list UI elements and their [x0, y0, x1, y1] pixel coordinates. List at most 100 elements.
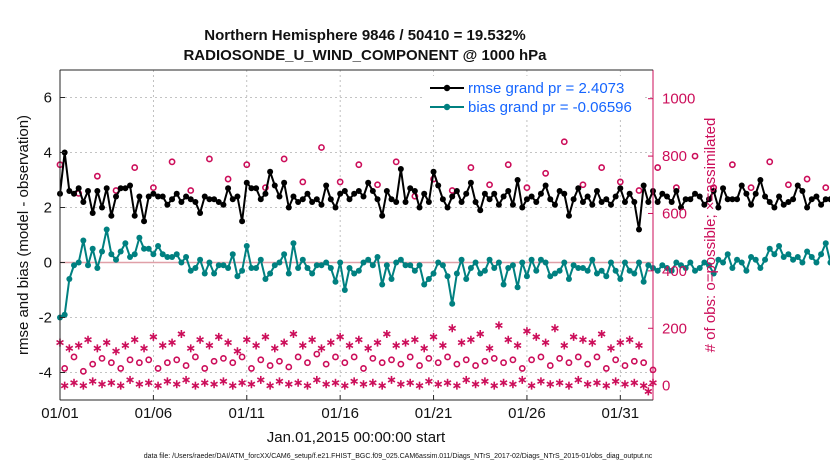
rmse-point [215, 199, 222, 205]
bias-point [281, 251, 288, 258]
rmse-point [575, 185, 582, 192]
bias-point [528, 256, 535, 263]
bias-point [290, 240, 297, 247]
rmse-point [201, 193, 208, 200]
rmse-point [500, 193, 507, 200]
obs-assimilated-point [205, 341, 214, 350]
obs-possible-point [766, 158, 774, 166]
bias-point [486, 256, 493, 263]
obs-possible-point [224, 175, 232, 183]
obs-possible-point [602, 365, 610, 372]
obs-assimilated-point [303, 381, 312, 390]
obs-possible-point [131, 164, 139, 171]
obs-assimilated-point [504, 335, 513, 344]
rmse-point [528, 193, 535, 200]
rmse-point [556, 188, 563, 194]
obs-assimilated-point [98, 380, 106, 389]
asterisk-stroke [163, 378, 172, 385]
rmse-point [472, 199, 479, 205]
obs-possible-point [388, 356, 395, 364]
obs-assimilated-point [65, 344, 74, 353]
asterisk-stroke [256, 377, 265, 383]
asterisk-stroke [579, 337, 587, 343]
obs-possible-point [248, 365, 255, 372]
asterisk-stroke [602, 382, 611, 389]
obs-possible-point [803, 175, 811, 183]
bias-point [659, 262, 666, 269]
asterisk-stroke [224, 339, 232, 346]
bias-point [346, 265, 353, 271]
asterisk-stroke [308, 337, 317, 343]
bias-point [66, 276, 73, 282]
obs-possible-point [785, 181, 792, 189]
obs-possible-point [462, 356, 470, 364]
rmse-point [383, 188, 390, 194]
obs-assimilated-point [116, 381, 125, 390]
bias-point [388, 276, 395, 282]
obs-possible-point [565, 359, 573, 367]
asterisk-stroke [350, 378, 359, 385]
rmse-point [127, 182, 134, 189]
asterisk-stroke [326, 339, 335, 346]
asterisk-stroke [574, 377, 583, 383]
asterisk-stroke [317, 345, 326, 352]
rmse-point [346, 196, 353, 203]
obs-possible-point [369, 354, 377, 362]
asterisk-stroke [182, 377, 190, 383]
bias-point [248, 265, 255, 271]
bias-point [477, 270, 484, 277]
obs-assimilated-point [574, 375, 583, 384]
legend-bias-label: bias grand pr = -0.06596 [468, 99, 632, 116]
obs-possible-point [467, 164, 475, 171]
asterisk-stroke [149, 334, 158, 340]
rmse-point [612, 193, 619, 200]
obs-assimilated-point [555, 378, 564, 387]
bias-point [243, 243, 250, 249]
asterisk-stroke [476, 331, 485, 337]
rmse-point [220, 201, 227, 208]
obs-possible-point [276, 357, 283, 365]
obs-assimilated-point [247, 380, 256, 389]
obs-assimilated-point [242, 335, 251, 344]
bias-point [533, 267, 540, 274]
obs-assimilated-point [499, 378, 508, 387]
rmse-point [113, 193, 120, 200]
bias-point [360, 259, 367, 266]
obs-possible-point [107, 359, 115, 367]
obs-possible-point [584, 360, 592, 368]
rmse-point [762, 193, 769, 200]
rmse-point [481, 190, 488, 197]
obs-possible-point [70, 353, 78, 361]
rmse-point [271, 182, 278, 189]
asterisk-stroke [387, 377, 396, 383]
rmse-point [290, 193, 297, 200]
bias-point [635, 259, 642, 266]
asterisk-stroke [228, 382, 237, 389]
bias-point [472, 259, 479, 266]
rmse-point [206, 196, 213, 203]
obs-assimilated-point [331, 378, 340, 387]
asterisk-stroke [499, 380, 508, 386]
obs-possible-point [546, 362, 554, 369]
obs-assimilated-point [611, 377, 620, 386]
obs-assimilated-point [635, 341, 643, 350]
bias-point [89, 245, 96, 252]
asterisk-stroke [406, 380, 415, 386]
obs-assimilated-point [537, 377, 545, 386]
obs-possible-point [691, 152, 699, 160]
bias-point [491, 265, 498, 271]
obs-assimilated-point [434, 380, 443, 389]
rmse-point [734, 196, 741, 203]
rmse-point [103, 185, 110, 192]
bias-point [127, 254, 134, 260]
legend: rmse grand pr = 2.4073 bias grand pr = -… [425, 76, 645, 120]
rmse-point [621, 199, 628, 205]
bias-point [579, 265, 586, 271]
obs-assimilated-point [551, 324, 559, 333]
asterisk-stroke [509, 381, 517, 387]
obs-assimilated-point [317, 344, 326, 353]
bias-point [645, 262, 652, 269]
rmse-point [337, 190, 344, 197]
obs-assimilated-point [154, 381, 162, 390]
obs-assimilated-point [107, 378, 116, 387]
